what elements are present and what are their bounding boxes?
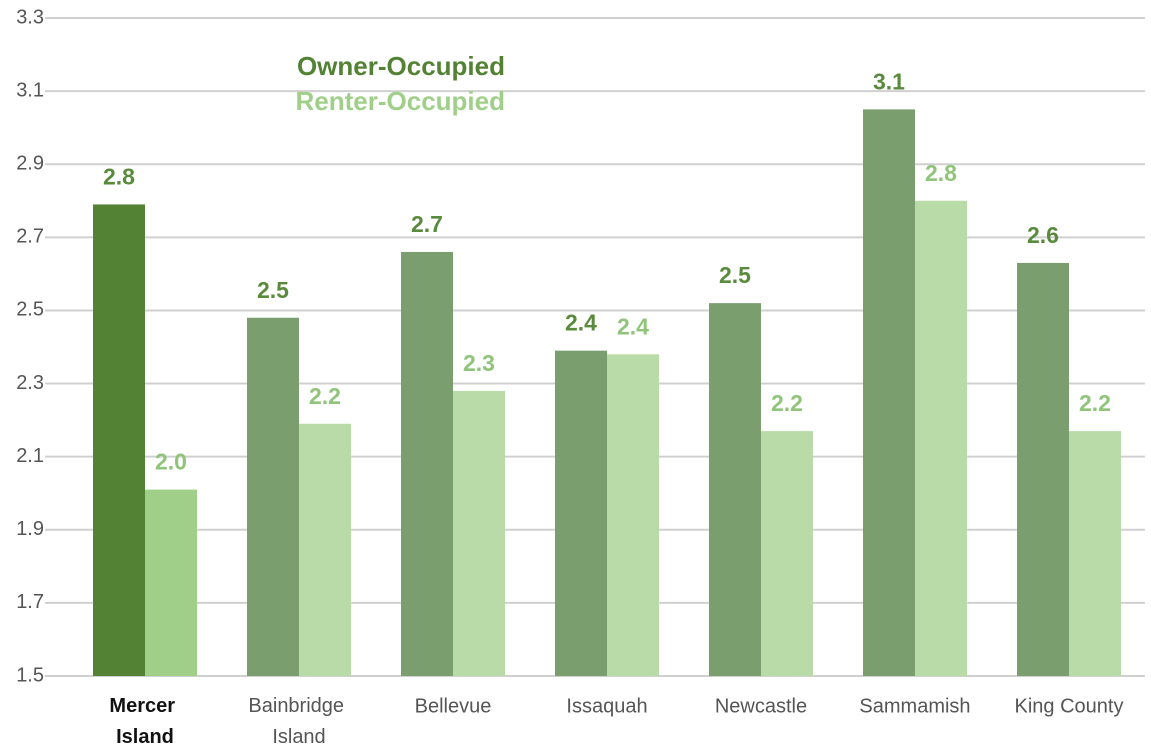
bar <box>145 489 197 676</box>
y-tick-label: 2.7 <box>16 226 44 248</box>
bar <box>915 200 967 676</box>
bar <box>401 251 453 676</box>
data-label: 2.5 <box>257 277 289 303</box>
bar <box>93 204 145 676</box>
data-label: 2.4 <box>617 313 649 339</box>
data-label: 2.2 <box>309 383 341 409</box>
bar <box>1069 431 1121 676</box>
bar <box>1017 262 1069 676</box>
x-tick-label: Issaquah <box>566 695 647 717</box>
data-label: 2.6 <box>1027 222 1059 248</box>
y-tick-label: 2.9 <box>16 153 44 175</box>
y-tick-label: 1.9 <box>16 518 44 540</box>
data-label: 2.8 <box>925 160 957 186</box>
bar <box>761 431 813 676</box>
y-tick-label: 1.5 <box>16 664 44 686</box>
y-tick-label: 1.7 <box>16 591 44 613</box>
data-label: 2.7 <box>411 211 443 237</box>
bar <box>247 317 299 676</box>
data-label: 2.3 <box>463 350 495 376</box>
x-tick-label: Mercer Island <box>109 695 180 748</box>
data-label: 2.5 <box>719 262 751 288</box>
y-tick-label: 3.1 <box>16 79 44 101</box>
legend-entry: Renter-Occupied <box>296 86 506 116</box>
bar <box>709 303 761 676</box>
bar <box>863 109 915 676</box>
x-tick-label: Bellevue <box>415 695 492 717</box>
x-tick-label: King County <box>1015 695 1124 717</box>
x-tick-label: Bainbridge Island <box>248 695 349 748</box>
y-tick-label: 2.3 <box>16 372 44 394</box>
bar <box>299 423 351 676</box>
data-label: 2.0 <box>155 449 187 475</box>
data-label: 2.2 <box>1079 390 1111 416</box>
y-tick-label: 3.3 <box>16 6 44 28</box>
bar <box>607 354 659 676</box>
data-label: 3.1 <box>873 68 905 94</box>
legend-entry: Owner-Occupied <box>297 51 505 81</box>
data-label: 2.4 <box>565 310 597 336</box>
y-tick-label: 2.5 <box>16 299 44 321</box>
x-tick-label: Sammamish <box>859 695 970 717</box>
bar <box>453 390 505 676</box>
data-label: 2.2 <box>771 390 803 416</box>
data-label: 2.8 <box>103 164 135 190</box>
y-tick-label: 2.1 <box>16 445 44 467</box>
bar <box>555 350 607 676</box>
x-tick-label: Newcastle <box>715 695 807 717</box>
